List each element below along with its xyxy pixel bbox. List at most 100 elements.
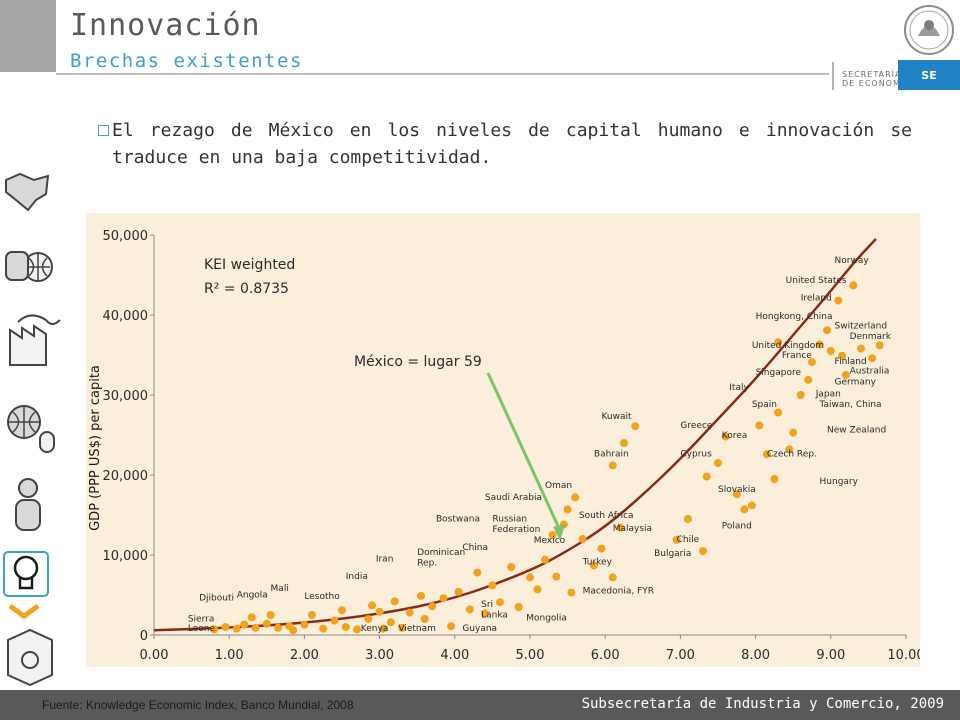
country-label: Korea: [722, 431, 748, 441]
y-tick-label: 30,000: [103, 389, 149, 404]
data-point: [330, 616, 339, 625]
country-label: Hongkong, China: [756, 312, 833, 322]
agency-badge: SE: [898, 60, 960, 90]
data-point: [247, 613, 256, 622]
data-point: [785, 445, 794, 454]
data-point: [495, 598, 504, 607]
country-label: Chile: [677, 535, 700, 545]
data-point: [608, 573, 617, 582]
y-tick-label: 10,000: [103, 549, 149, 564]
country-label: Lanka: [481, 610, 508, 620]
data-point: [289, 626, 298, 635]
data-point: [405, 608, 414, 617]
data-point: [740, 505, 749, 514]
globe-mouse-icon[interactable]: [7, 405, 55, 453]
data-point: [789, 428, 798, 437]
data-point: [631, 422, 640, 431]
data-point: [480, 609, 489, 618]
data-point: [266, 611, 275, 619]
data-point: [571, 493, 580, 502]
handshake-globe-icon[interactable]: [5, 251, 53, 282]
chevron-icon[interactable]: [8, 603, 40, 620]
data-point: [770, 475, 779, 483]
country-label: Kuwait: [601, 412, 632, 422]
data-point: [849, 281, 858, 290]
x-tick-label: 4.00: [440, 648, 469, 663]
footer-bar: [0, 690, 960, 720]
y-tick-label: 50,000: [103, 229, 149, 244]
data-point: [262, 619, 271, 628]
country-label: Finland: [835, 357, 867, 367]
country-label: Switzerland: [835, 322, 888, 332]
bullet-text: El rezago de México en los niveles de ca…: [112, 120, 912, 168]
country-label: Australia: [850, 366, 890, 376]
agency-name-line1: SECRETARÍA: [842, 70, 902, 79]
country-label: India: [346, 572, 368, 582]
recycle-box-icon[interactable]: [7, 628, 53, 687]
page-title: Innovación: [70, 8, 261, 43]
country-label: Italy: [729, 383, 749, 393]
country-label: Vietnam: [398, 624, 436, 634]
country-label: Singapore: [756, 368, 802, 378]
country-label: Norway: [835, 256, 870, 266]
country-label: Bostwana: [436, 514, 480, 524]
x-tick-label: 7.00: [666, 648, 695, 663]
country-label: Sierra: [188, 614, 215, 624]
country-label: Dominican: [417, 548, 465, 558]
data-point: [589, 561, 598, 570]
data-point: [379, 624, 388, 633]
country-label: Russian: [492, 514, 527, 524]
header-divider: [56, 73, 829, 75]
person-icon[interactable]: [15, 478, 41, 531]
department-name: Subsecretaría de Industria y Comercio, 2…: [581, 696, 944, 712]
lightbulb-icon[interactable]: [3, 551, 49, 597]
data-point: [747, 501, 756, 510]
mexico-callout-arrowhead: [553, 524, 566, 541]
agency-name-line2: DE ECONOMÍA: [842, 79, 911, 88]
country-label: Germany: [835, 378, 877, 388]
data-point: [823, 326, 832, 335]
data-point: [868, 354, 877, 363]
y-tick-label: 40,000: [103, 309, 149, 324]
data-point: [341, 623, 350, 631]
data-point: [838, 351, 847, 360]
data-point: [353, 625, 362, 634]
data-point: [841, 371, 850, 379]
data-point: [507, 563, 516, 571]
country-label: Mongolia: [526, 614, 567, 624]
r-squared-note: R² = 0.8735: [204, 281, 289, 297]
data-point: [420, 615, 429, 623]
country-label: Bahrain: [594, 450, 629, 460]
data-point: [548, 531, 557, 539]
map-icon[interactable]: [5, 172, 50, 212]
sidebar-icon-strip: [3, 172, 61, 687]
bullet-square-icon: [98, 125, 109, 136]
country-label: Angola: [237, 590, 268, 600]
data-point: [721, 432, 730, 441]
kei-weighted-note: KEI weighted: [204, 257, 295, 273]
x-tick-label: 6.00: [591, 648, 620, 663]
data-point: [826, 347, 835, 355]
country-label: Greece: [680, 421, 712, 431]
country-label: Japan: [815, 390, 841, 400]
data-point: [608, 461, 617, 470]
data-point: [875, 341, 884, 350]
data-point: [774, 408, 783, 417]
data-point: [616, 523, 625, 532]
country-label: Bulgaria: [654, 549, 691, 559]
country-label: Slovakia: [718, 485, 756, 495]
data-point: [732, 490, 741, 499]
data-point: [319, 624, 328, 633]
trend-curve: [153, 238, 877, 632]
country-label: Cyprus: [680, 450, 712, 460]
x-tick-label: 9.00: [816, 648, 845, 663]
country-label: Oman: [545, 481, 572, 491]
data-point: [300, 620, 309, 629]
data-point: [454, 587, 463, 596]
country-label: Spain: [752, 400, 777, 410]
agency-name: SECRETARÍA DE ECONOMÍA: [842, 70, 911, 88]
data-point: [762, 450, 771, 459]
factory-icon[interactable]: [9, 314, 61, 366]
data-point: [714, 459, 722, 467]
data-point: [251, 623, 260, 632]
